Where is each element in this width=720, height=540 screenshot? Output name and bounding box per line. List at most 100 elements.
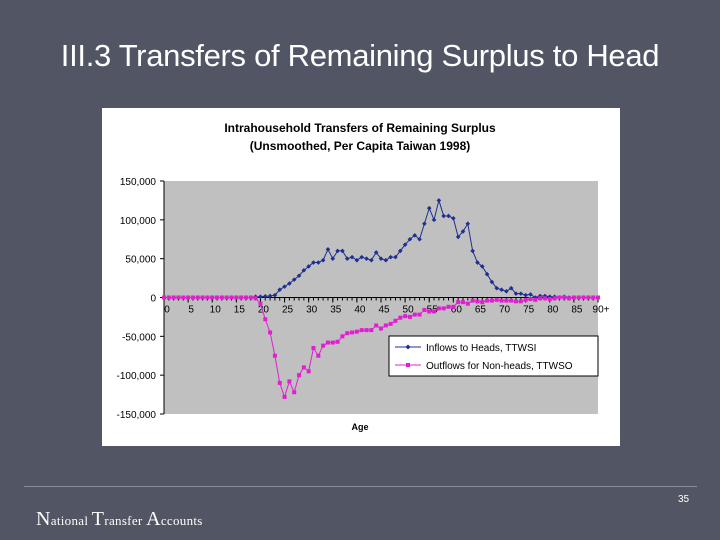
data-point: [205, 295, 210, 300]
data-point: [465, 221, 471, 227]
data-point: [407, 314, 412, 319]
data-point: [403, 314, 408, 319]
data-point: [263, 317, 268, 322]
x-axis-label: Age: [351, 422, 368, 432]
data-point: [272, 292, 278, 298]
data-point: [195, 295, 200, 300]
data-point: [571, 295, 576, 300]
data-point: [350, 330, 355, 335]
data-point: [369, 328, 374, 333]
data-point: [190, 295, 195, 300]
data-point: [354, 329, 359, 334]
data-point: [258, 294, 263, 300]
y-tick-label: -50,000: [122, 332, 156, 343]
data-point: [354, 257, 360, 263]
data-point: [378, 256, 384, 261]
data-point: [388, 254, 393, 260]
x-tick-label: 50: [403, 305, 415, 316]
y-tick-label: 0: [150, 294, 156, 305]
data-point: [557, 295, 562, 300]
y-tick-label: -100,000: [117, 371, 157, 382]
x-tick-label: 40: [354, 305, 366, 316]
y-tick-label: 150,000: [120, 177, 157, 188]
data-point: [451, 304, 456, 309]
data-point: [374, 323, 379, 328]
data-point: [542, 296, 547, 301]
data-point: [494, 285, 500, 291]
data-point: [538, 296, 543, 301]
data-point: [383, 257, 389, 263]
data-point: [282, 284, 287, 289]
data-point: [494, 297, 499, 302]
x-tick-label: 45: [378, 305, 390, 316]
data-point: [523, 292, 528, 298]
data-point: [567, 296, 572, 301]
data-point: [412, 233, 418, 238]
data-point: [186, 295, 191, 300]
data-point: [596, 295, 600, 300]
data-point: [282, 394, 287, 399]
data-point: [267, 293, 273, 299]
x-tick-label: 20: [258, 305, 270, 316]
data-point: [470, 248, 475, 254]
footer-word-2: Transfer: [91, 508, 143, 530]
data-point: [456, 300, 461, 305]
data-point: [446, 304, 451, 309]
data-point: [509, 298, 514, 303]
x-tick-label: 5: [188, 305, 194, 316]
data-point: [480, 300, 485, 305]
data-point: [296, 273, 302, 279]
data-point: [335, 339, 340, 344]
data-point: [489, 279, 495, 285]
data-point: [210, 295, 215, 300]
data-point: [272, 353, 277, 358]
data-point: [504, 298, 509, 303]
data-point: [591, 295, 596, 300]
chart: Intrahousehold Transfers of Remaining Su…: [117, 121, 610, 432]
data-point: [321, 343, 326, 348]
data-point: [316, 353, 321, 358]
data-point: [407, 236, 413, 242]
data-point: [215, 295, 220, 300]
data-point: [219, 295, 224, 300]
slide-title: III.3 Transfers of Remaining Surplus to …: [60, 38, 660, 73]
data-point: [243, 295, 248, 300]
data-point: [393, 254, 398, 260]
data-point: [162, 295, 166, 300]
data-point: [485, 298, 490, 303]
data-point: [340, 334, 345, 339]
legend-box: [388, 335, 599, 377]
chart-title: Intrahousehold Transfers of Remaining Su…: [224, 121, 496, 135]
x-tick-label: 60: [451, 305, 463, 316]
y-tick-label: -150,000: [117, 410, 157, 421]
data-point: [470, 298, 475, 303]
data-point: [345, 331, 350, 336]
data-point: [441, 306, 446, 311]
footer-word-1: National: [36, 508, 89, 530]
x-tick-label: 15: [234, 305, 246, 316]
data-point: [417, 236, 422, 242]
footer-word-3: Accounts: [146, 508, 203, 530]
data-point: [427, 309, 432, 314]
data-point: [277, 287, 283, 293]
data-point: [301, 268, 307, 273]
data-point: [379, 326, 383, 331]
data-point: [547, 297, 552, 302]
data-point: [325, 247, 331, 252]
data-point: [234, 295, 239, 300]
x-tick-label: 65: [475, 305, 487, 316]
data-point: [417, 312, 422, 317]
data-point: [562, 295, 567, 300]
data-point: [268, 330, 273, 335]
data-point: [451, 215, 456, 221]
data-point: [412, 312, 417, 317]
x-tick-label: 80: [547, 305, 559, 316]
chart-subtitle: (Unsmoothed, Per Capita Taiwan 1998): [250, 139, 471, 153]
data-point: [291, 277, 297, 282]
legend-marker: [406, 363, 410, 367]
data-point: [359, 254, 365, 260]
data-point: [181, 295, 186, 300]
data-point: [523, 297, 528, 302]
data-point: [248, 295, 253, 300]
data-point: [489, 298, 494, 303]
